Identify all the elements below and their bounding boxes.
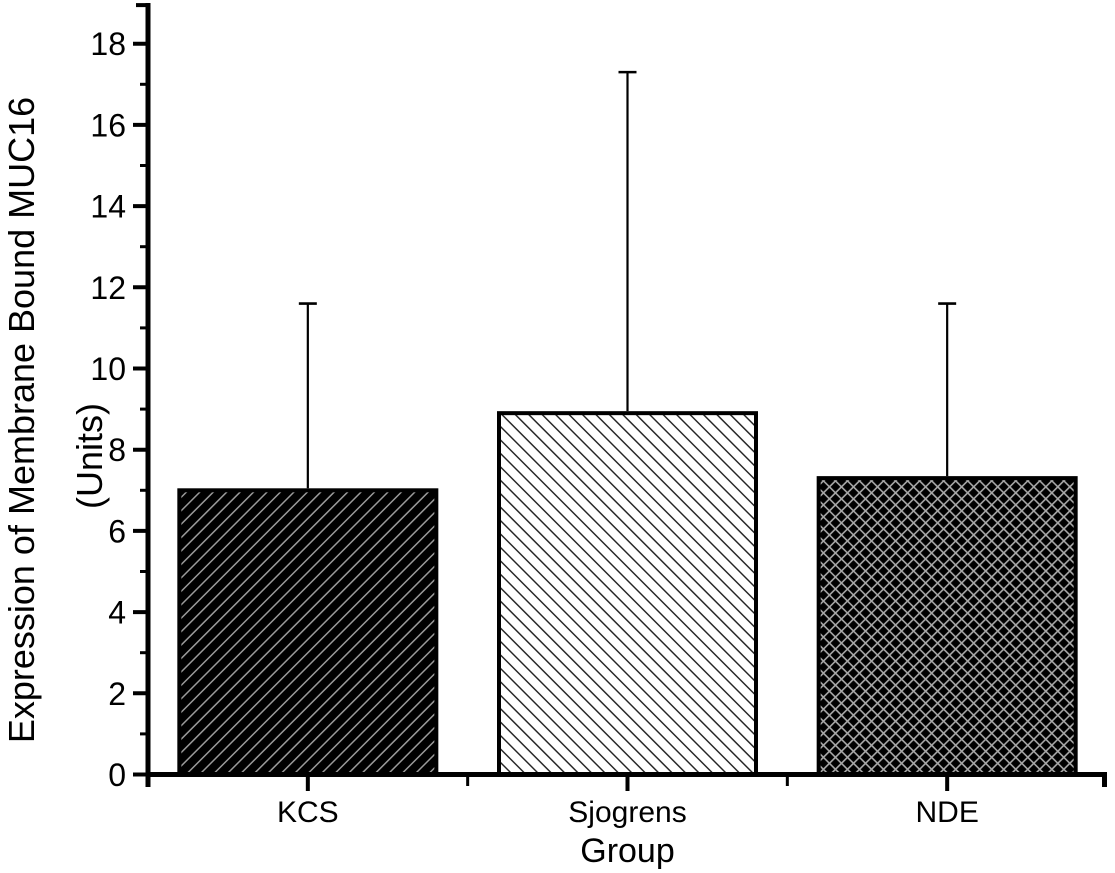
bar-kcs bbox=[177, 488, 439, 777]
y-tick-label: 10 bbox=[90, 351, 126, 387]
x-tick-label-nde: NDE bbox=[915, 796, 978, 829]
y-tick-label: 2 bbox=[108, 676, 126, 712]
y-tick-labels: 0 2 4 6 8 10 12 14 16 18 bbox=[90, 26, 126, 793]
y-axis-title: Expression of Membrane Bound MUC16 bbox=[1, 97, 42, 743]
y-tick-label: 14 bbox=[90, 189, 126, 225]
y-tick-label: 4 bbox=[108, 595, 126, 631]
bars-layer bbox=[177, 411, 1078, 777]
y-tick-label: 12 bbox=[90, 270, 126, 306]
x-tick-label-sjogrens: Sjogrens bbox=[568, 796, 686, 829]
y-axis-title-units: (Units) bbox=[69, 403, 110, 509]
y-tick-label: 8 bbox=[108, 432, 126, 468]
x-category-labels: KCS Sjogrens NDE bbox=[277, 796, 979, 829]
x-tick-label-kcs: KCS bbox=[277, 796, 339, 829]
error-bars-layer bbox=[298, 70, 957, 489]
y-tick-label: 16 bbox=[90, 107, 126, 143]
x-axis-title: Group bbox=[580, 832, 675, 870]
y-tick-label: 18 bbox=[90, 26, 126, 62]
bar-sjogrens bbox=[497, 411, 758, 777]
y-tick-label: 0 bbox=[108, 757, 126, 793]
bar-nde bbox=[816, 476, 1078, 777]
axes-layer bbox=[133, 3, 1107, 791]
y-tick-label: 6 bbox=[108, 513, 126, 549]
